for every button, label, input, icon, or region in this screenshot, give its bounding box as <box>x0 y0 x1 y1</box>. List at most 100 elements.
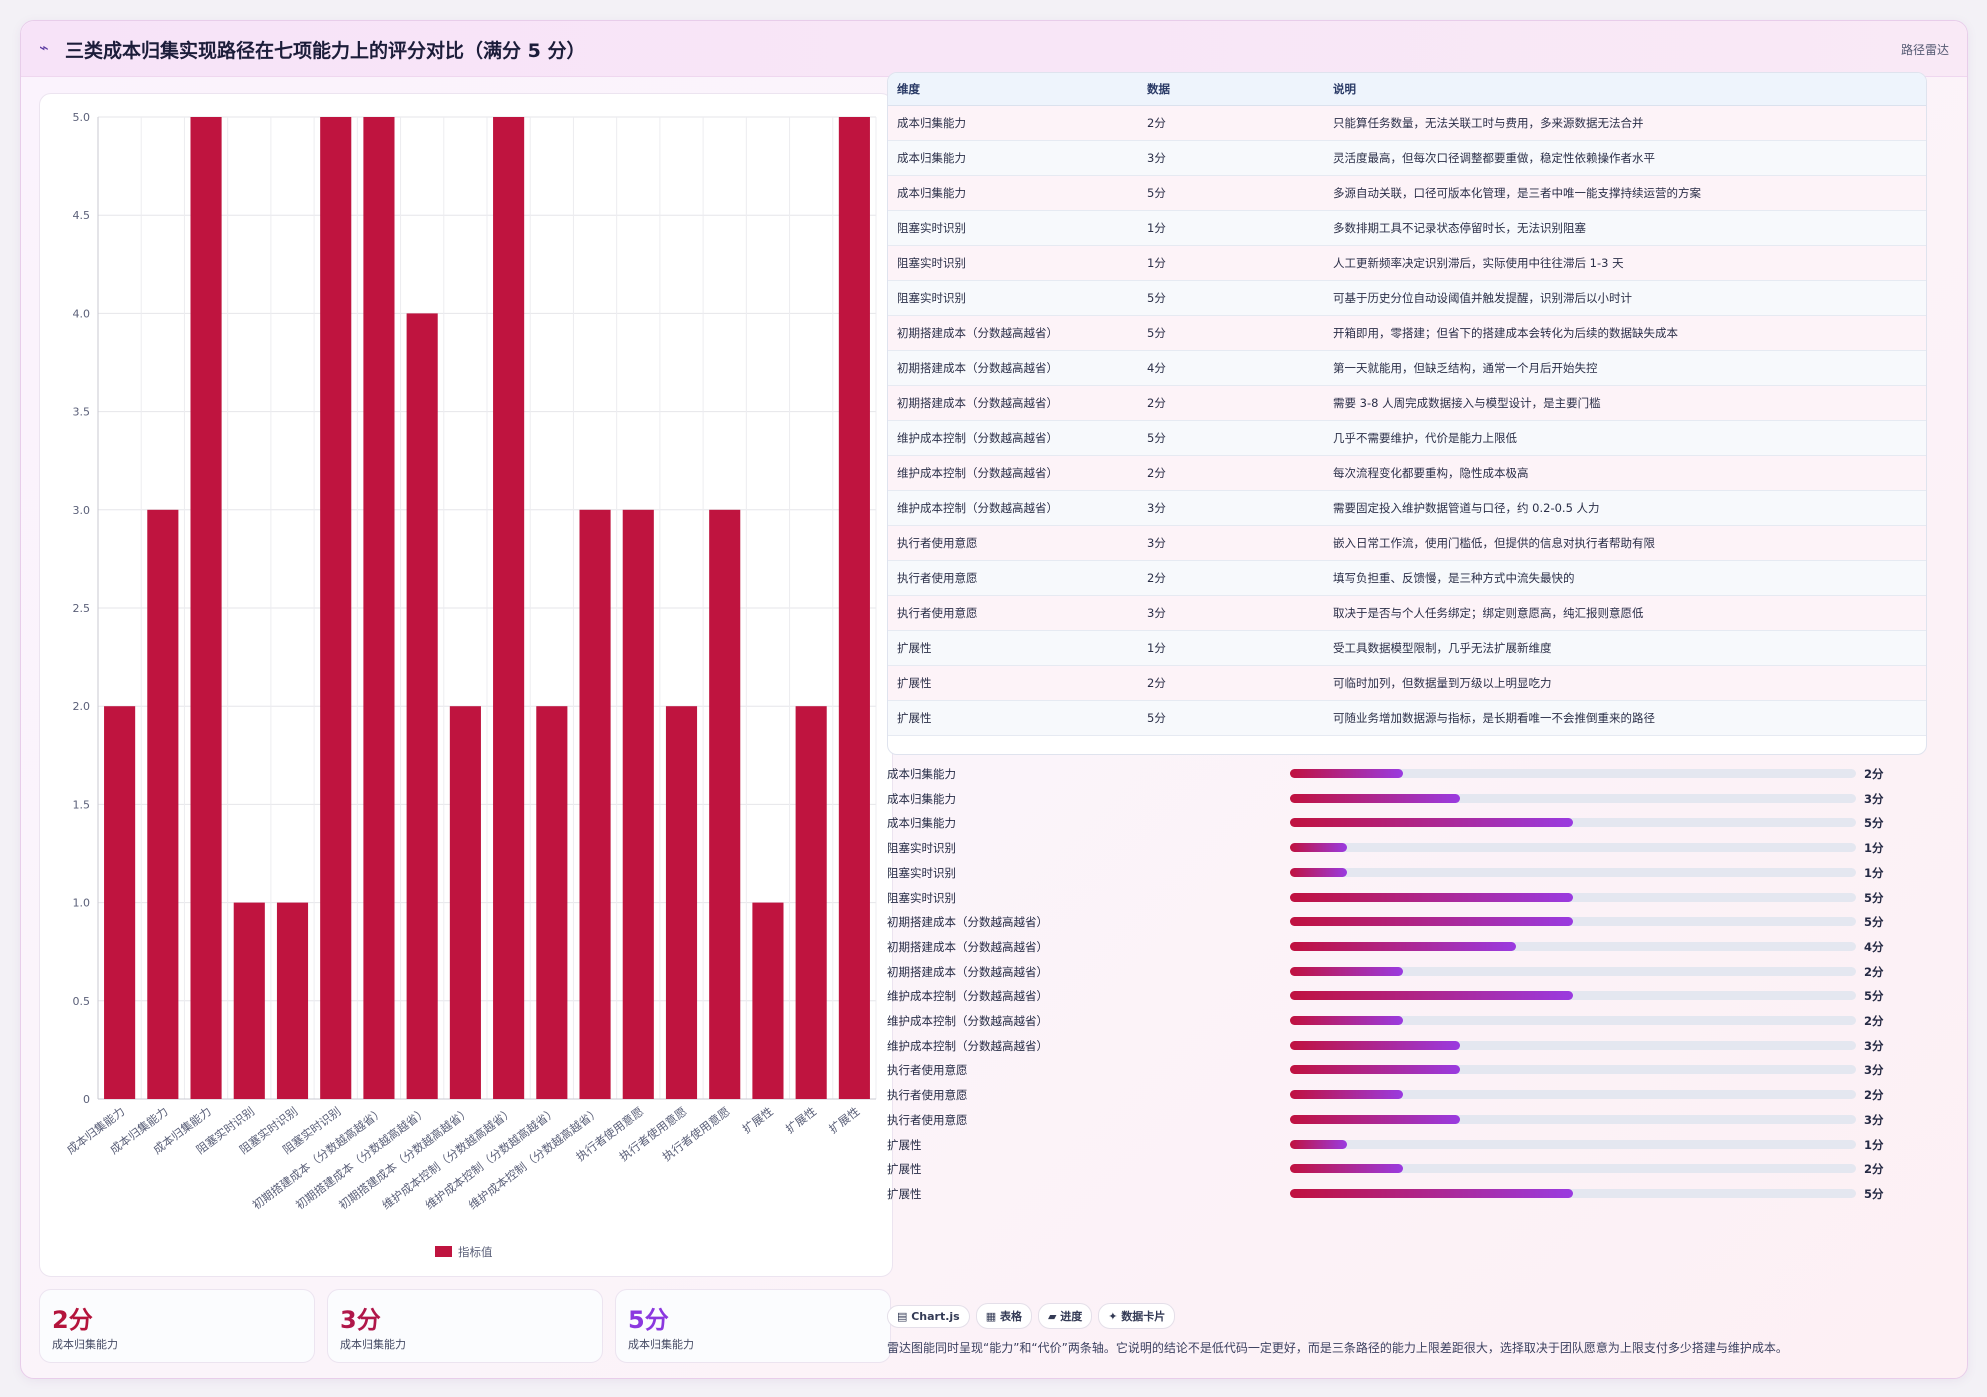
bar <box>536 706 568 1099</box>
y-tick-label: 4.5 <box>73 209 91 222</box>
table-row: 维护成本控制（分数越高越省） 2分 每次流程变化都要重构，隐性成本极高 <box>888 455 1926 491</box>
progress-label: 阻塞实时识别 <box>887 865 956 880</box>
progress-track <box>1290 991 1856 1001</box>
progress-fill <box>1290 1188 1573 1198</box>
progress-track <box>1290 818 1856 828</box>
y-tick-label: 2.0 <box>73 700 91 713</box>
progress-fill <box>1290 867 1347 877</box>
progress-label: 成本归集能力 <box>887 767 956 781</box>
table-row: 阻塞实时识别 5分 可基于历史分位自动设阈值并触发提醒，识别滞后以小时计 <box>888 280 1926 316</box>
table-row: 初期搭建成本（分数越高越省） 2分 需要 3-8 人周完成数据接入与模型设计，是主要… <box>888 385 1926 421</box>
cell-description: 只能算任务数量，无法关联工时与费用，多来源数据无法合并 <box>1324 105 1926 141</box>
progress-label: 扩展性 <box>887 1162 922 1177</box>
progress-label: 扩展性 <box>887 1186 922 1201</box>
cell-description: 可基于历史分位自动设阈值并触发提醒，识别滞后以小时计 <box>1324 280 1926 316</box>
cell-description: 取决于是否与个人任务绑定；绑定则意愿高，纯汇报则意愿低 <box>1324 595 1926 631</box>
stat-label: 成本归集能力 <box>52 1338 118 1351</box>
cell-description: 第一天就能用，但缺乏结构，通常一个月后开始失控 <box>1324 350 1926 386</box>
cell-score: 4分 <box>1138 350 1324 386</box>
progress-value: 1分 <box>1864 841 1884 856</box>
progress-row: 成本归集能力 3分 <box>887 787 1927 811</box>
progress-row: 阻塞实时识别 5分 <box>887 886 1927 910</box>
progress-track <box>1290 1065 1856 1075</box>
cell-score: 3分 <box>1138 525 1324 561</box>
cell-score: 2分 <box>1138 560 1324 596</box>
cell-score: 1分 <box>1138 630 1324 666</box>
bar <box>838 117 870 1099</box>
progress-row: 阻塞实时识别 1分 <box>887 861 1927 885</box>
table-row: 初期搭建成本（分数越高越省） 4分 第一天就能用，但缺乏结构，通常一个月后开始失控 <box>888 350 1926 386</box>
cell-description: 填写负担重、反馈慢，是三种方式中流失最快的 <box>1324 560 1926 596</box>
cell-score: 5分 <box>1138 420 1324 456</box>
cell-description: 受工具数据模型限制，几乎无法扩展新维度 <box>1324 630 1926 666</box>
progress-value: 1分 <box>1864 865 1884 880</box>
progress-track <box>1290 941 1856 951</box>
progress-value: 5分 <box>1864 816 1884 831</box>
cell-description: 嵌入日常工作流，使用门槛低，但提供的信息对执行者帮助有限 <box>1324 525 1926 561</box>
stat-label: 成本归集能力 <box>628 1338 694 1351</box>
progress-track <box>1290 1114 1856 1124</box>
progress-row: 初期搭建成本（分数越高越省） 4分 <box>887 935 1927 959</box>
bar <box>104 706 136 1099</box>
progress-track <box>1290 769 1856 778</box>
x-tick-label: 扩展性 <box>826 1104 862 1136</box>
progress-row: 维护成本控制（分数越高越省） 2分 <box>887 1009 1927 1033</box>
progress-track <box>1290 1139 1856 1149</box>
progress-track <box>1290 1090 1856 1100</box>
progress-label: 维护成本控制（分数越高越省） <box>887 1014 1048 1028</box>
progress-fill <box>1290 769 1404 778</box>
progress-fill <box>1290 1040 1460 1050</box>
bar <box>320 117 352 1099</box>
progress-row: 维护成本控制（分数越高越省） 5分 <box>887 984 1927 1008</box>
cell-score: 2分 <box>1138 455 1324 491</box>
progress-track <box>1290 892 1856 902</box>
chip-row: ▤ Chart.js ▦ 表格 ▰ 进度 ✦ 数据卡片 <box>887 1303 1181 1329</box>
cell-score: 1分 <box>1138 245 1324 281</box>
bar <box>665 706 698 1099</box>
progress-value: 1分 <box>1864 1137 1884 1152</box>
header-tag: 路径雷达 <box>1900 43 1949 57</box>
footnote: 雷达图能同时呈现“能力”和“代价”两条轴。它说明的结论不是低代码一定更好，而是三… <box>887 1341 1788 1355</box>
progress-label: 初期搭建成本（分数越高越省） <box>887 915 1048 930</box>
progress-label: 阻塞实时识别 <box>887 890 956 905</box>
bar <box>147 509 179 1099</box>
progress-track <box>1290 793 1856 803</box>
tech-chip: ▤ Chart.js <box>887 1305 970 1328</box>
cell-description: 多数排期工具不记录状态停留时长，无法识别阻塞 <box>1324 210 1926 246</box>
cell-dimension: 成本归集能力 <box>888 175 1138 211</box>
table-row: 成本归集能力 2分 只能算任务数量，无法关联工时与费用，多来源数据无法合并 <box>888 105 1926 141</box>
table-row: 执行者使用意愿 3分 取决于是否与个人任务绑定；绑定则意愿高，纯汇报则意愿低 <box>888 595 1926 631</box>
table-row: 维护成本控制（分数越高越省） 3分 需要固定投入维护数据管道与口径，约 0.2-0.… <box>888 490 1926 526</box>
table-row: 阻塞实时识别 1分 人工更新频率决定识别滞后，实际使用中往往滞后 1-3 天 <box>888 245 1926 281</box>
x-tick-label: 扩展性 <box>740 1104 776 1136</box>
cell-dimension: 维护成本控制（分数越高越省） <box>888 420 1138 456</box>
cell-dimension: 初期搭建成本（分数越高越省） <box>888 315 1138 351</box>
progress-label: 执行者使用意愿 <box>887 1063 968 1078</box>
progress-value: 2分 <box>1864 1088 1884 1103</box>
legend-swatch <box>435 1246 452 1257</box>
y-tick-label: 1.5 <box>73 798 91 811</box>
cell-score: 5分 <box>1138 175 1324 211</box>
cell-dimension: 执行者使用意愿 <box>888 560 1138 596</box>
y-tick-label: 3.0 <box>73 504 91 517</box>
progress-value: 3分 <box>1864 1112 1884 1127</box>
bar <box>622 509 654 1099</box>
y-tick-label: 3.5 <box>73 406 91 419</box>
bar-chart-panel: 0 0.5 1.0 1.5 2.0 2.5 3.0 3.5 4.0 4.5 5.0 成本归集能力 成本归… <box>39 93 893 1277</box>
legend-label: 指标值 <box>458 1245 493 1259</box>
progress-label: 阻塞实时识别 <box>887 841 956 856</box>
progress-fill <box>1290 1114 1460 1124</box>
progress-track <box>1290 966 1856 976</box>
bar <box>493 117 525 1099</box>
table-row: 成本归集能力 3分 灵活度最高，但每次口径调整都要重做，稳定性依赖操作者水平 <box>888 140 1926 176</box>
progress-row: 扩展性 5分 <box>887 1182 1927 1206</box>
cell-dimension: 扩展性 <box>888 700 1138 736</box>
progress-label: 维护成本控制（分数越高越省） <box>887 989 1048 1004</box>
cell-description: 可临时加列，但数据量到万级以上明显吃力 <box>1324 665 1926 701</box>
bar-chart: 00.51.01.52.02.53.03.54.04.55.0成本归集能力成本归… <box>64 111 877 1259</box>
progress-fill <box>1290 991 1573 1001</box>
table-row: 成本归集能力 5分 多源自动关联，口径可版本化管理，是三者中唯一能支撑持续运营的方案 <box>888 175 1926 211</box>
cell-dimension: 初期搭建成本（分数越高越省） <box>888 385 1138 421</box>
progress-track <box>1290 1040 1856 1050</box>
bar <box>406 313 438 1099</box>
